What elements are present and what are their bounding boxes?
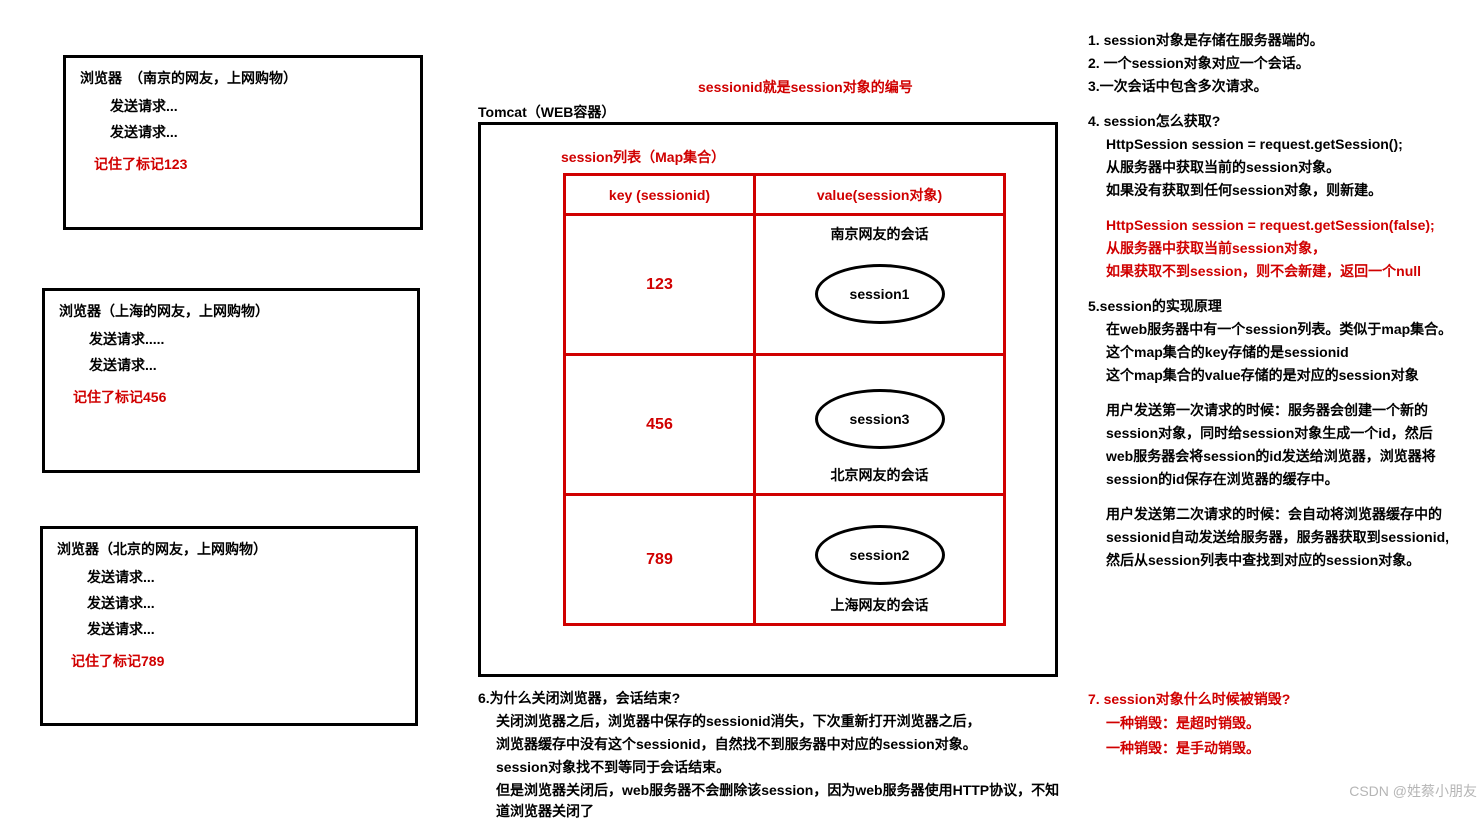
note-5j: 然后从session列表中查找到对应的session对象。 <box>1106 550 1478 571</box>
note-5: 5.session的实现原理 <box>1088 296 1478 317</box>
browser1-title: 浏览器 （南京的网友，上网购物） <box>80 68 406 88</box>
note-5a: 在web服务器中有一个session列表。类似于map集合。 <box>1106 319 1478 340</box>
note-1: 1. session对象是存储在服务器端的。 <box>1088 30 1478 51</box>
sessionid-note: sessionid就是session对象的编号 <box>698 77 913 97</box>
note-4a: HttpSession session = request.getSession… <box>1106 134 1478 155</box>
watermark: CSDN @姓蔡小朋友 <box>1349 781 1477 801</box>
right-notes: 1. session对象是存储在服务器端的。 2. 一个session对象对应一… <box>1088 28 1478 573</box>
note-4e: 从服务器中获取当前session对象， <box>1106 238 1478 259</box>
browser3-line2: 发送请求... <box>87 593 401 613</box>
session2-ellipse: session2 <box>815 525 945 585</box>
browser2-line1: 发送请求..... <box>89 329 403 349</box>
q7-l1: 一种销毁：是超时销毁。 <box>1106 712 1290 734</box>
q6-l1: 关闭浏览器之后，浏览器中保存的sessionid消失，下次重新打开浏览器之后， <box>496 711 1068 732</box>
note-4d: HttpSession session = request.getSession… <box>1106 215 1478 236</box>
note-3: 3.一次会话中包含多次请求。 <box>1088 76 1478 97</box>
browser-box-3: 浏览器（北京的网友，上网购物） 发送请求... 发送请求... 发送请求... … <box>40 526 418 726</box>
note-5d: 用户发送第一次请求的时候：服务器会创建一个新的 <box>1106 400 1478 421</box>
cell-val-1: 南京网友的会话 session1 <box>755 215 1005 355</box>
cell-key-1: 123 <box>565 215 755 355</box>
note-5i: sessionid自动发送给服务器，服务器获取到sessionid, <box>1106 527 1478 548</box>
q6-l3: session对象找不到等同于会话结束。 <box>496 757 1068 778</box>
q7-title: 7. session对象什么时候被销毁? <box>1088 688 1290 710</box>
note-4c: 如果没有获取到任何session对象，则新建。 <box>1106 180 1478 201</box>
browser3-title: 浏览器（北京的网友，上网购物） <box>57 539 401 559</box>
note-5b: 这个map集合的key存储的是sessionid <box>1106 342 1478 363</box>
th-key: key (sessionid) <box>565 175 755 215</box>
browser2-title: 浏览器（上海的网友，上网购物） <box>59 301 403 321</box>
cell-val-2: session3 北京网友的会话 <box>755 355 1005 495</box>
browser1-line2: 发送请求... <box>110 122 406 142</box>
note-5f: web服务器会将session的id发送给浏览器，浏览器将 <box>1106 446 1478 467</box>
cell-val-3: session2 上海网友的会话 <box>755 495 1005 625</box>
browser2-line2: 发送请求... <box>89 355 403 375</box>
note-5e: session对象，同时给session对象生成一个id，然后 <box>1106 423 1478 444</box>
table-row: 123 南京网友的会话 session1 <box>565 215 1005 355</box>
note-4: 4. session怎么获取? <box>1088 111 1478 132</box>
session-table: key (sessionid) value(session对象) 123 南京网… <box>563 173 1006 626</box>
table-label: session列表（Map集合） <box>561 147 725 167</box>
browser-box-1: 浏览器 （南京的网友，上网购物） 发送请求... 发送请求... 记住了标记12… <box>63 55 423 230</box>
question-7: 7. session对象什么时候被销毁? 一种销毁：是超时销毁。 一种销毁：是手… <box>1088 686 1290 761</box>
q6-l2: 浏览器缓存中没有这个sessionid，自然找不到服务器中对应的session对… <box>496 734 1068 755</box>
browser3-line1: 发送请求... <box>87 567 401 587</box>
q6-title: 6.为什么关闭浏览器，会话结束? <box>478 688 1068 709</box>
note-4b: 从服务器中获取当前的session对象。 <box>1106 157 1478 178</box>
th-value: value(session对象) <box>755 175 1005 215</box>
browser3-line3: 发送请求... <box>87 619 401 639</box>
note-4f: 如果获取不到session，则不会新建，返回一个null <box>1106 261 1478 282</box>
note-5g: session的id保存在浏览器的缓存中。 <box>1106 469 1478 490</box>
cell-key-2: 456 <box>565 355 755 495</box>
tomcat-box: session列表（Map集合） key (sessionid) value(s… <box>478 122 1058 677</box>
browser1-mark: 记住了标记123 <box>94 154 406 174</box>
note-2: 2. 一个session对象对应一个会话。 <box>1088 53 1478 74</box>
browser-box-2: 浏览器（上海的网友，上网购物） 发送请求..... 发送请求... 记住了标记4… <box>42 288 420 473</box>
session1-ellipse: session1 <box>815 264 945 324</box>
browser3-mark: 记住了标记789 <box>71 651 401 671</box>
q7-l2: 一种销毁：是手动销毁。 <box>1106 737 1290 759</box>
note-5c: 这个map集合的value存储的是对应的session对象 <box>1106 365 1478 386</box>
tomcat-label: Tomcat（WEB容器） <box>478 102 615 122</box>
row3-label: 上海网友的会话 <box>756 595 1003 615</box>
question-6: 6.为什么关闭浏览器，会话结束? 关闭浏览器之后，浏览器中保存的sessioni… <box>478 686 1068 824</box>
note-5h: 用户发送第二次请求的时候：会自动将浏览器缓存中的 <box>1106 504 1478 525</box>
browser1-line1: 发送请求... <box>110 96 406 116</box>
session3-ellipse: session3 <box>815 389 945 449</box>
browser2-mark: 记住了标记456 <box>73 387 403 407</box>
q6-l4: 但是浏览器关闭后，web服务器不会删除该session，因为web服务器使用HT… <box>496 780 1068 822</box>
table-row: 456 session3 北京网友的会话 <box>565 355 1005 495</box>
table-row: 789 session2 上海网友的会话 <box>565 495 1005 625</box>
row2-label: 北京网友的会话 <box>756 465 1003 485</box>
cell-key-3: 789 <box>565 495 755 625</box>
